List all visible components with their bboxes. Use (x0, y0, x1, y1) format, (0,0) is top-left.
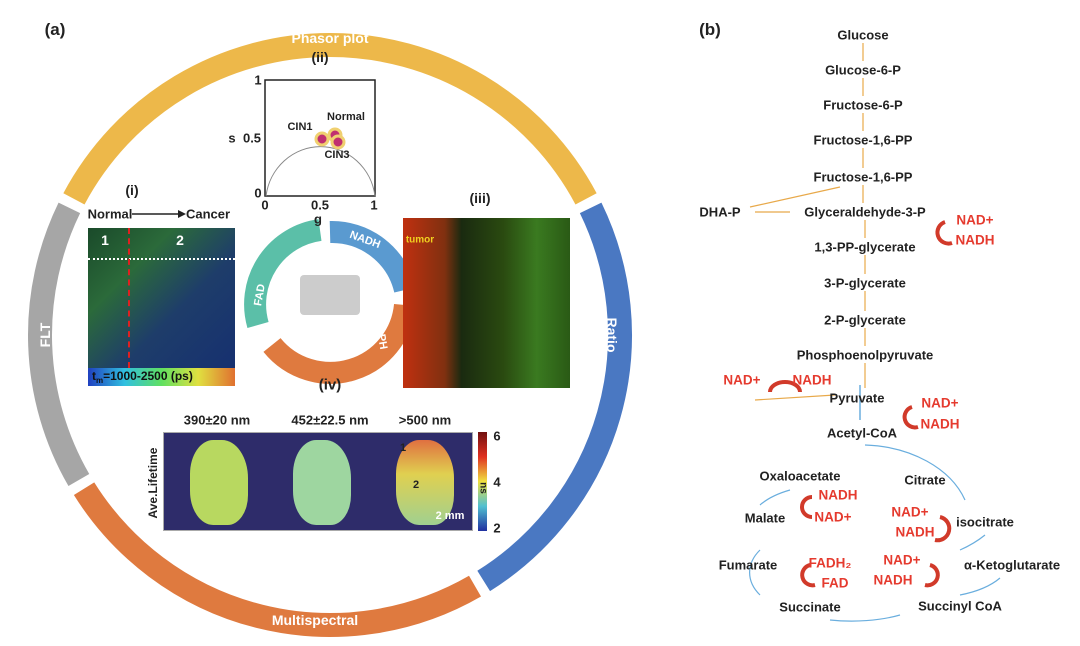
xtick: 0 (261, 197, 269, 213)
cluster-label: CIN3 (324, 149, 350, 161)
ns-colorbar (478, 432, 487, 531)
region-2-label: 2 (176, 232, 184, 248)
xtick: 0.5 (310, 197, 330, 213)
panel-a-label: (a) (44, 20, 66, 39)
cofactor-label: NADH (818, 487, 858, 503)
cofactor-label: NAD+ (891, 504, 929, 520)
phasor-plot-frame (264, 79, 376, 197)
metabolite-label: 3-P-glycerate (824, 275, 906, 291)
metabolite-label: Fumarate (718, 557, 778, 573)
ytick: 1 (254, 72, 262, 88)
xtick: 1 (370, 197, 378, 213)
cofactor-label: NADH (920, 416, 960, 432)
cofactor-label: NADH (955, 232, 995, 248)
colorbar-tick: 2 (493, 520, 501, 536)
roi-2: 2 (412, 479, 420, 491)
metabolite-label: Fructose-1,6-PP (813, 169, 913, 185)
pathway-arrow (749, 186, 841, 208)
cofactor-curved-arrows (768, 220, 953, 588)
metabolite-label: Fructose-1,6-PP (813, 132, 913, 148)
cofactor-label: NADH (873, 572, 913, 588)
phasor-clusters (314, 127, 346, 150)
sub-i-label: (i) (125, 182, 139, 198)
metabolite-label: Acetyl-CoA (826, 425, 898, 441)
ytick: 0.5 (242, 130, 262, 146)
sub-iv-label: (iv) (318, 376, 342, 394)
sub-ii-label: (ii) (311, 49, 329, 65)
tissue-3 (396, 440, 454, 525)
metabolite-label: Fructose-6-P (823, 97, 903, 113)
cofactor-label: NADH (792, 372, 832, 388)
roi-1: 1 (399, 442, 407, 454)
cofactor-label: NAD+ (956, 212, 994, 228)
lifetime-colorbar (88, 368, 235, 386)
metabolite-label: DHA-P (699, 204, 741, 220)
cofactor-label: NAD+ (814, 509, 852, 525)
microscope-icon (300, 275, 360, 315)
metabolite-label: isocitrate (956, 514, 1014, 530)
flt-image-i (88, 228, 235, 368)
cluster-label: Normal (327, 111, 365, 123)
ring-segment-flt (28, 202, 90, 486)
metabolite-label: 1,3-PP-glycerate (814, 239, 916, 255)
band-label: 390±20 nm (183, 412, 251, 428)
metabolite-label: α-Ketoglutarate (963, 557, 1061, 573)
colorbar-tick: 6 (493, 428, 501, 444)
ring-label-phasor: Phasor plot (291, 30, 369, 46)
lifetime-range-label: tm=1000-2500 (ps) (92, 368, 193, 386)
metabolite-label: Pyruvate (829, 390, 885, 406)
metabolite-label: 2-P-glycerate (824, 312, 906, 328)
ring-segment-phasor (63, 33, 597, 205)
scale-bar-label: 2 mm (435, 510, 465, 522)
cancer-label: Cancer (185, 206, 231, 222)
ring-segment-multispectral (73, 482, 481, 637)
metabolite-label: Citrate (904, 472, 946, 488)
x-axis-label: g (314, 211, 322, 227)
tca-cycle-arrows (749, 385, 1001, 622)
metabolite-label: Malate (744, 510, 786, 526)
dotted-line (88, 258, 235, 260)
metabolite-label: Succinate (779, 599, 841, 615)
ring-label-flt: FLT (37, 322, 53, 348)
metabolite-label: Oxaloacetate (759, 468, 841, 484)
metabolite-label: Glucose-6-P (825, 62, 901, 78)
cofactor-label: NAD+ (723, 372, 761, 388)
cofactor-label: NAD+ (921, 395, 959, 411)
cofactor-label: FAD (821, 575, 849, 591)
ring-label-ratio: Ratio (604, 317, 620, 353)
metabolite-label: Phosphoenolpyruvate (796, 347, 934, 363)
normal-label: Normal (87, 206, 133, 222)
cofactor-label: FADH₂ (808, 555, 852, 571)
metabolic-ring (244, 219, 416, 384)
region-1-label: 1 (101, 232, 109, 248)
ring-segment-ratio (477, 202, 632, 592)
ring-label-multispectral: Multispectral (271, 612, 359, 628)
y-axis-label: s (228, 130, 236, 146)
pathway-arrow (754, 394, 836, 401)
cofactor-label: NAD+ (883, 552, 921, 568)
sub-iii-label: (iii) (469, 190, 491, 206)
band-label: >500 nm (398, 412, 452, 428)
cluster-label: CIN1 (287, 121, 313, 133)
unit-label: ns (477, 482, 489, 494)
band-label: 452±22.5 nm (291, 412, 369, 428)
tumor-label: tumor (405, 234, 435, 246)
tissue-1 (190, 440, 248, 525)
colorbar-tick: 4 (493, 474, 501, 490)
ratio-image-iii (403, 218, 570, 388)
cofactor-label: NADH (895, 524, 935, 540)
universal-semicircle (265, 146, 376, 197)
tissue-2 (293, 440, 351, 525)
boundary-line (128, 228, 130, 368)
panel-b-label: (b) (699, 20, 721, 39)
metabolite-label: Glyceraldehyde-3-P (804, 204, 926, 220)
metabolite-label: Glucose (837, 27, 889, 43)
ave-lifetime-label: Ave.Lifetime (146, 447, 160, 519)
metabolite-label: Succinyl CoA (918, 598, 1002, 614)
ytick: 0 (254, 185, 262, 201)
